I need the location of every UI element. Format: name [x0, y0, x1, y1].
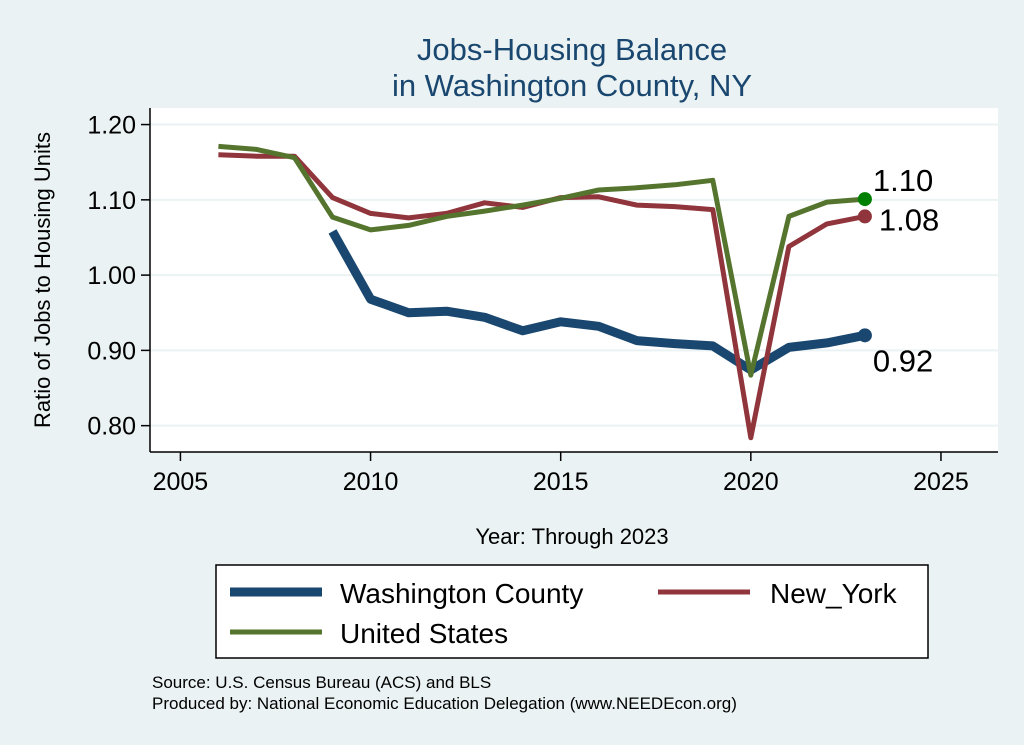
legend: Washington County New_York United States [215, 564, 929, 659]
y-tick-label: 0.90 [87, 337, 136, 365]
source-line-2: Produced by: National Economic Education… [152, 694, 737, 713]
y-axis-ticks: 0.80 0.90 1.00 1.10 1.20 [87, 112, 150, 441]
y-tick-label: 1.20 [87, 112, 136, 140]
chart-title-line-2: in Washington County, NY [392, 68, 752, 103]
legend-box [215, 564, 929, 659]
end-marker-new-york [857, 209, 872, 224]
plot-area [150, 108, 998, 452]
x-tick-label: 2025 [913, 468, 969, 496]
x-tick-label: 2015 [533, 468, 589, 496]
end-marker-washington-county [857, 328, 872, 343]
x-axis-ticks: 2005 2010 2015 2020 2025 [153, 452, 969, 496]
source-line-1: Source: U.S. Census Bureau (ACS) and BLS [152, 673, 491, 692]
legend-label-washington-county: Washington County [340, 578, 583, 609]
legend-label-united-states: United States [340, 618, 508, 649]
y-axis-title: Ratio of Jobs to Housing Units [30, 132, 55, 428]
x-axis-title: Year: Through 2023 [475, 524, 668, 549]
legend-label-new-york: New_York [770, 578, 898, 609]
series-lines [218, 143, 866, 441]
end-markers [857, 192, 872, 343]
y-tick-label: 0.80 [87, 413, 136, 441]
end-label-new-york: 1.08 [879, 202, 939, 237]
end-label-united-states: 1.10 [873, 163, 933, 198]
y-tick-label: 1.00 [87, 262, 136, 290]
end-label-washington-county: 0.92 [873, 343, 933, 378]
series-line-united-states [218, 143, 866, 378]
chart-title-line-1: Jobs-Housing Balance [417, 32, 727, 67]
x-tick-label: 2005 [153, 468, 209, 496]
x-tick-label: 2010 [343, 468, 399, 496]
series-line-washington-county [328, 229, 866, 375]
x-tick-label: 2020 [723, 468, 779, 496]
end-marker-united-states [857, 192, 872, 207]
y-tick-label: 1.10 [87, 187, 136, 215]
